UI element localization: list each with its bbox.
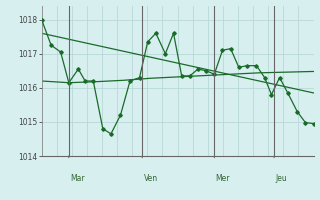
Text: Jeu: Jeu	[276, 174, 287, 183]
Text: Mer: Mer	[216, 174, 230, 183]
Text: Mar: Mar	[70, 174, 85, 183]
Text: Ven: Ven	[144, 174, 158, 183]
